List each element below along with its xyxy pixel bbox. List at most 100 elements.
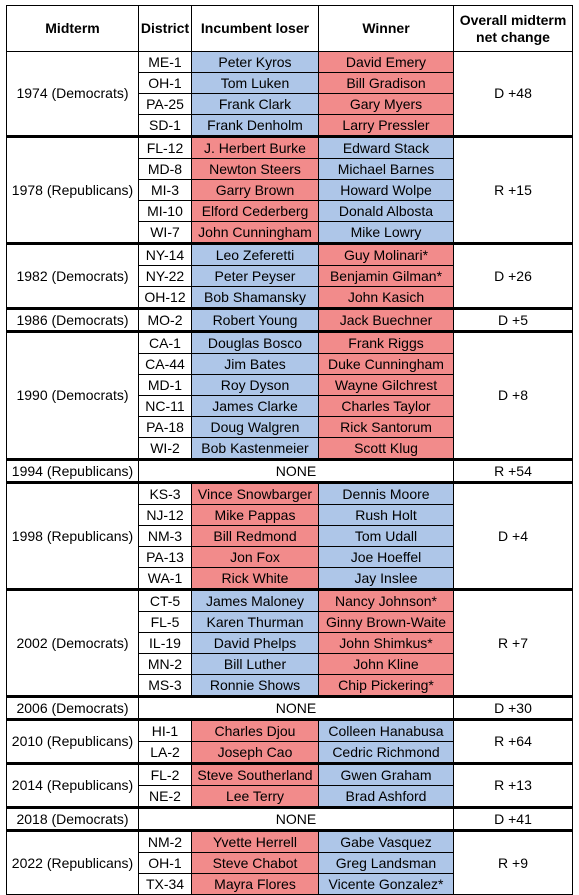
district-cell: MD-8 (138, 158, 192, 180)
table-row: 1982 (Democrats) NY-14 Leo Zeferetti Guy Mo… (6, 242, 573, 309)
winner-cell: Frank Riggs (318, 330, 454, 354)
incumbent-loser-cell: James Clarke (191, 395, 319, 417)
net-change-cell: D +4 (453, 481, 573, 590)
midterm-cell: 1978 (Republicans) (6, 135, 139, 244)
table-row: SD-1 Frank Denholm Larry Pressler (7, 114, 573, 137)
winner-cell: Mike Lowry (318, 221, 454, 244)
incumbent-loser-cell: Joseph Cao (191, 741, 319, 764)
table-body: 1974 (Democrats) ME-1 Peter Kyros David Eme… (6, 51, 573, 895)
incumbent-loser-cell: Jon Fox (191, 546, 319, 568)
winner-cell: Jay Inslee (318, 567, 454, 590)
incumbent-loser-cell: Garry Brown (191, 179, 319, 201)
winner-cell: Scott Klug (318, 437, 454, 460)
net-change-cell: D +8 (453, 330, 573, 460)
net-change-cell: R +13 (453, 762, 573, 808)
table-row: OH-12 Bob Shamansky John Kasich (7, 286, 573, 309)
winner-cell: Cedric Richmond (318, 741, 454, 764)
winner-cell: Benjamin Gilman* (318, 265, 454, 287)
winner-cell: Duke Cunningham (318, 353, 454, 375)
winner-cell: Chip Pickering* (318, 674, 454, 697)
midterm-cell: 1990 (Democrats) (6, 330, 139, 460)
incumbent-loser-cell: Vince Snowbarger (191, 481, 319, 505)
table-row: 2018 (Democrats) NONE D +41 (6, 806, 573, 831)
header-midterm: Midterm (6, 5, 139, 52)
table-row: 2002 (Democrats) CT-5 James Maloney Nancy J… (6, 588, 573, 697)
district-cell: NY-14 (138, 242, 192, 266)
winner-cell: Guy Molinari* (318, 242, 454, 266)
winner-cell: Rick Santorum (318, 416, 454, 438)
winner-cell: John Kline (318, 653, 454, 675)
winner-cell: Gary Myers (318, 93, 454, 115)
table-row: NC-11 James Clarke Charles Taylor (7, 395, 573, 417)
table-row: LA-2 Joseph Cao Cedric Richmond (7, 741, 573, 764)
table-row: 1974 (Democrats) ME-1 Peter Kyros David Eme… (6, 51, 573, 137)
winner-cell: Dennis Moore (318, 481, 454, 505)
net-change-cell: D +41 (453, 806, 573, 831)
district-cell: NC-11 (138, 395, 192, 417)
district-cell: FL-5 (138, 611, 192, 633)
net-change-cell: R +9 (453, 829, 573, 895)
district-cell: MS-3 (138, 674, 192, 697)
incumbent-loser-cell: Frank Clark (191, 93, 319, 115)
district-cell: NM-3 (138, 525, 192, 547)
table-row: MS-3 Ronnie Shows Chip Pickering* (7, 674, 573, 697)
midterm-cell: 2022 (Republicans) (6, 829, 139, 895)
incumbent-loser-cell: Tom Luken (191, 72, 319, 94)
midterm-cell: 1974 (Democrats) (6, 51, 139, 137)
header-net-change-line2: net change (476, 28, 550, 45)
district-cell: FL-2 (138, 762, 192, 786)
incumbent-loser-cell: Robert Young (191, 307, 319, 332)
district-cell: MI-10 (138, 200, 192, 222)
header-row: Midterm District Incumbent loser Winner … (6, 5, 573, 52)
district-cell: CA-44 (138, 353, 192, 375)
winner-cell: Brad Ashford (318, 785, 454, 808)
incumbent-loser-cell: Charles Djou (191, 718, 319, 742)
district-cell: KS-3 (138, 481, 192, 505)
net-change-cell: R +7 (453, 588, 573, 697)
table-row: 2014 (Republicans) FL-2 Steve Southerland G… (6, 762, 573, 808)
district-cell: PA-18 (138, 416, 192, 438)
winner-cell: Rush Holt (318, 504, 454, 526)
table-row: MN-2 Bill Luther John Kline (7, 653, 573, 675)
district-cell: WI-2 (138, 437, 192, 460)
district-cell: MN-2 (138, 653, 192, 675)
district-cell: NE-2 (138, 785, 192, 808)
midterm-cell: 2002 (Democrats) (6, 588, 139, 697)
district-cell: OH-12 (138, 286, 192, 309)
winner-cell: Colleen Hanabusa (318, 718, 454, 742)
district-cell: NJ-12 (138, 504, 192, 526)
winner-cell: Wayne Gilchrest (318, 374, 454, 396)
net-change-cell: R +54 (453, 458, 573, 483)
header-net-change: Overall midterm net change (453, 5, 573, 52)
winner-cell: Michael Barnes (318, 158, 454, 180)
district-cell: HI-1 (138, 718, 192, 742)
midterm-cell: 1994 (Republicans) (6, 458, 139, 483)
district-cell: PA-13 (138, 546, 192, 568)
district-cell: WI-7 (138, 221, 192, 244)
net-change-cell: D +48 (453, 51, 573, 137)
incumbent-loser-cell: Rick White (191, 567, 319, 590)
winner-cell: Charles Taylor (318, 395, 454, 417)
incumbent-loser-cell: Yvette Herrell (191, 829, 319, 853)
table-row: PA-18 Doug Walgren Rick Santorum (7, 416, 573, 438)
midterm-cell: 2006 (Democrats) (6, 695, 139, 720)
net-change-cell: R +15 (453, 135, 573, 244)
table-row: FL-5 Karen Thurman Ginny Brown-Waite (7, 611, 573, 633)
table-row: 1998 (Republicans) KS-3 Vince Snowbarger De… (6, 481, 573, 590)
incumbent-loser-cell: Steve Southerland (191, 762, 319, 786)
table-row: WI-7 John Cunningham Mike Lowry (7, 221, 573, 244)
header-district: District (138, 5, 192, 52)
winner-cell: Edward Stack (318, 135, 454, 159)
midterm-cell: 2010 (Republicans) (6, 718, 139, 764)
district-cell: NY-22 (138, 265, 192, 287)
header-incumbent-loser: Incumbent loser (191, 5, 319, 52)
header-net-change-line1: Overall midterm (459, 11, 567, 28)
winner-cell: Larry Pressler (318, 114, 454, 137)
incumbent-loser-cell: Roy Dyson (191, 374, 319, 396)
incumbent-loser-cell: Jim Bates (191, 353, 319, 375)
district-cell: MD-1 (138, 374, 192, 396)
district-cell: PA-25 (138, 93, 192, 115)
incumbent-loser-cell: Bill Redmond (191, 525, 319, 547)
midterm-incumbent-table: Midterm District Incumbent loser Winner … (6, 5, 573, 895)
